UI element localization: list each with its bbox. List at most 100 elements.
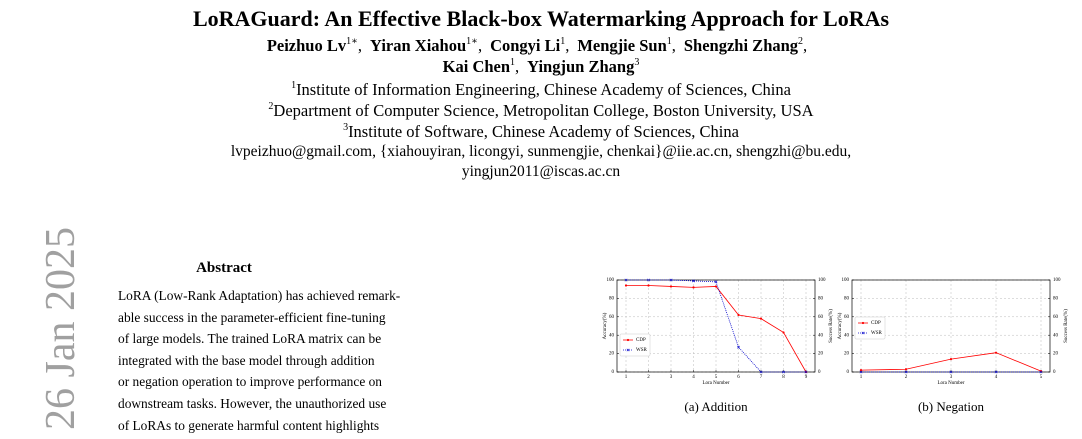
x-tick-label: 4 [995,375,998,380]
point [759,317,763,320]
y-axis-label: Accuracy(%) [603,312,608,339]
x-axis-label: Lora Number [937,381,964,386]
y-axis-label: Accuracy(%) [838,312,843,339]
author-name: Yingjun Zhang [527,57,635,76]
affiliation: 1Institute of Information Engineering, C… [0,80,1082,100]
point [904,368,908,371]
x-tick-label: 9 [805,375,808,380]
affiliation: 2Department of Computer Science, Metropo… [0,101,1082,121]
affiliation-sup: 3 [343,122,349,133]
author-name: Shengzhi Zhang [683,36,799,55]
y-tick-label: 100 [607,278,615,283]
y2-tick-label: 0 [818,370,821,375]
email-line: yingjun2011@iscas.ac.cn [461,163,621,180]
abstract-line: of LoRAs to generate harmful content hig… [118,417,380,433]
author-sup: 1 [560,36,566,47]
y-tick-label: 80 [844,297,850,302]
affiliation-sup: 1 [291,80,297,91]
y-tick-label: 60 [844,315,850,320]
legend-marker [626,348,630,352]
legend-marker [861,331,865,335]
point [647,284,650,287]
author-line: Peizhuo Lv1∗, Yiran Xiahou1∗, Congyi Li1, M… [0,36,1082,56]
point [782,331,785,334]
point [782,370,785,374]
x-tick-label: 8 [782,375,785,380]
x-tick-label: 2 [905,375,908,380]
y-tick-label: 20 [609,352,615,357]
y2-axis-label: Success Rate(%) [829,309,834,343]
author-name: Mengjie Sun [577,36,667,55]
y-tick-label: 60 [609,315,615,320]
point [714,285,718,288]
legend-marker [626,338,630,342]
y2-tick-label: 100 [1053,278,1061,283]
point [859,370,863,374]
legend-label: WSR [636,348,648,353]
author-line: Kai Chen1, Yingjun Zhang3 [0,57,1082,77]
plot-frame [616,279,816,373]
y-tick-label: 40 [609,333,615,338]
author-sup: 1∗ [466,36,478,47]
abstract-line: of large models. The trained LoRA matrix… [118,331,382,347]
abstract-line: integrated with the base model through a… [118,352,375,368]
x-axis-label: Lora Number [702,381,729,386]
author-sup: 1 [666,36,672,47]
y2-tick-label: 20 [818,352,824,357]
author-sup: 1∗ [346,36,358,47]
paper-title: LoRAGuard: An Effective Black-box Waterm… [192,6,890,31]
y2-tick-label: 80 [818,297,824,302]
author-sup: 1 [510,57,516,68]
point [737,313,740,317]
point [949,358,953,361]
abstract-line: downstream tasks. However, the unauthori… [118,396,387,411]
author-sep: , [565,36,570,55]
author-sep: , [515,57,520,76]
y-tick-label: 40 [844,333,850,338]
y2-tick-label: 80 [1053,297,1059,302]
y-tick-label: 80 [609,297,615,302]
author-name: Peizhuo Lv [266,36,347,55]
abstract-line: able success in the parameter-efficient … [118,309,386,325]
author-sep: , [357,36,363,55]
y-tick-label: 20 [844,352,850,357]
author-name: Kai Chen [442,57,511,76]
affiliation-text: Institute of Information Engineering, Ch… [296,80,791,99]
point [692,286,695,289]
legend-label: WSR [871,331,883,336]
author-sep: , [477,36,483,55]
author-sup: 2 [798,36,804,47]
author-name: Yiran Xiahou [370,36,467,55]
figure-caption: (a) Addition [684,399,748,414]
affiliation-text: Institute of Software, Chinese Academy o… [348,122,739,141]
point [859,369,863,372]
y2-tick-label: 100 [818,278,826,283]
point [949,370,953,374]
point [624,284,628,287]
point [669,285,673,288]
legend-label: CDP [871,321,881,326]
figure-caption: (b) Negation [918,399,985,414]
abstract-heading: Abstract [196,260,252,276]
author-name: Congyi Li [490,36,561,55]
point [692,279,695,283]
y-tick-label: 100 [842,278,850,283]
y2-tick-label: 40 [818,333,824,338]
affiliation: 3Institute of Software, Chinese Academy … [0,122,1082,142]
abstract-line: LoRA (Low-Rank Adaptation) has achieved … [118,288,401,303]
y2-tick-label: 60 [818,315,824,320]
x-tick-label: 3 [670,375,673,380]
y2-tick-label: 60 [1053,315,1059,320]
y2-tick-label: 40 [1053,333,1059,338]
x-tick-label: 6 [737,375,740,380]
affiliation-text: Department of Computer Science, Metropol… [273,101,814,120]
x-tick-label: 4 [692,375,695,380]
point [759,370,763,374]
author-sep: , [671,36,676,55]
x-tick-label: 5 [715,375,718,380]
email-line: lvpeizhuo@gmail.com, {xiahouyiran, licon… [230,143,852,160]
affiliation-sup: 2 [268,101,274,112]
x-tick-label: 7 [760,375,763,380]
y-tick-label: 0 [612,370,615,375]
